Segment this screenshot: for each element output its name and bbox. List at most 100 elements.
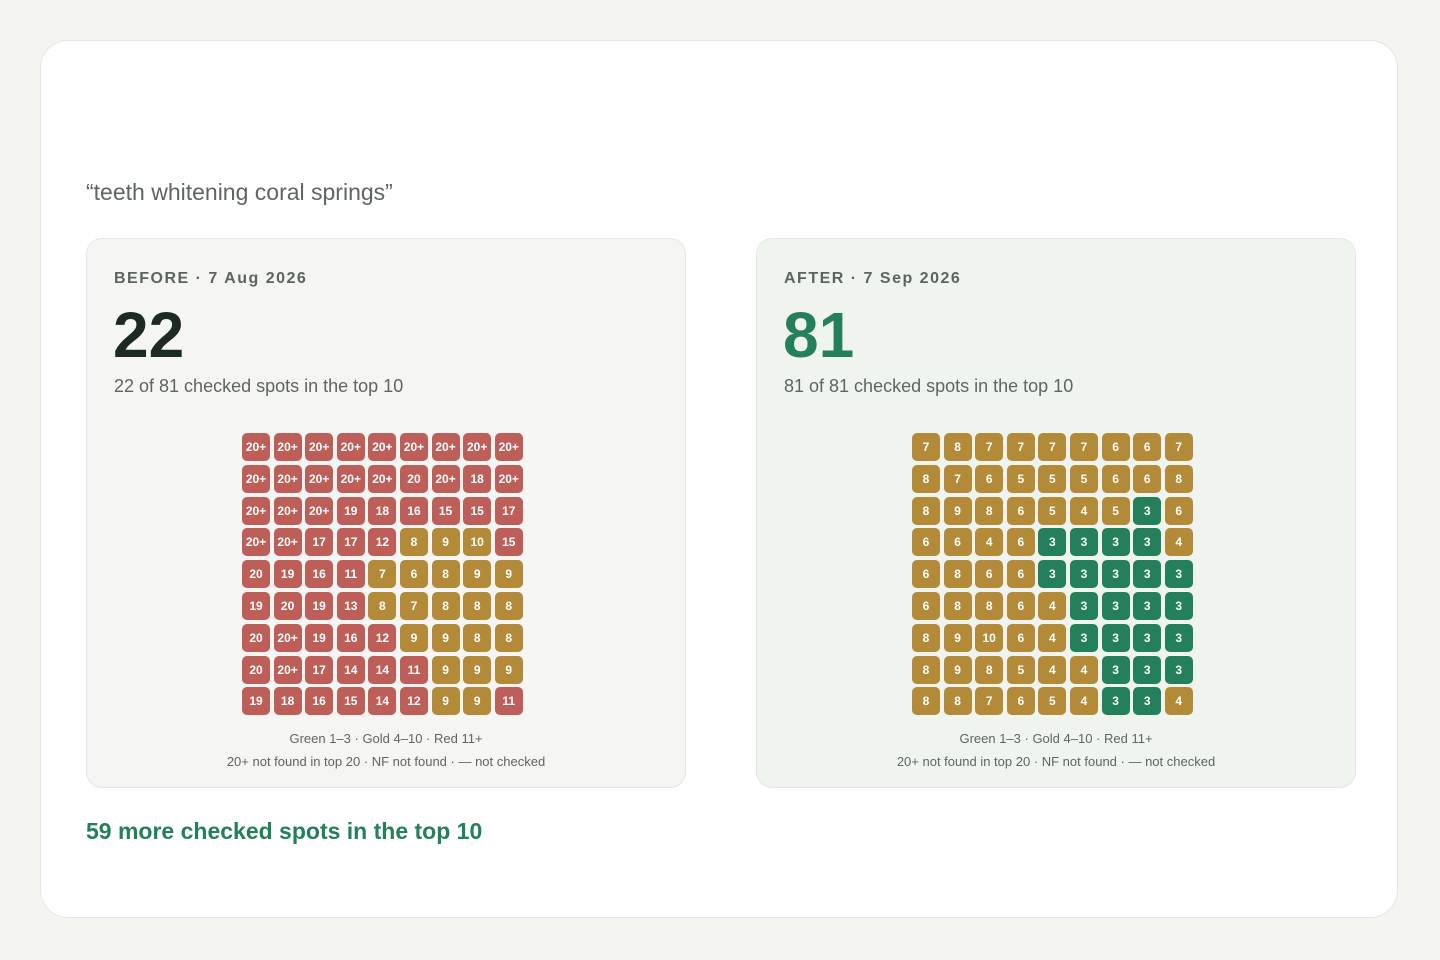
rank-cell: 6 [912, 591, 940, 620]
rank-cell: 20 [273, 591, 302, 620]
after-legend-codes: 20+ not found in top 20 · NF not found ·… [896, 754, 1216, 769]
rank-cell: 3 [1069, 560, 1098, 589]
rank-cell: 16 [305, 687, 334, 716]
rank-cell: 20+ [336, 433, 365, 461]
rank-cell: 9 [431, 655, 460, 684]
rank-cell: 16 [336, 623, 365, 652]
rank-cell: 6 [1101, 433, 1130, 461]
rank-cell: 17 [305, 655, 334, 684]
rank-cell: 19 [336, 496, 365, 525]
rank-cell: 7 [1164, 433, 1193, 461]
rank-cell: 7 [975, 687, 1004, 716]
rank-cell: 4 [1069, 655, 1098, 684]
rank-cell: 20+ [399, 433, 428, 461]
rank-cell: 12 [368, 528, 397, 557]
rank-cell: 5 [1038, 496, 1067, 525]
rank-cell: 20+ [463, 433, 492, 461]
rank-cell: 7 [912, 433, 940, 461]
rank-cell: 20+ [494, 464, 523, 493]
rank-cell: 7 [1038, 433, 1067, 461]
rank-cell: 20+ [305, 496, 334, 525]
rank-cell: 4 [1069, 687, 1098, 716]
rank-cell: 8 [1164, 464, 1193, 493]
rank-cell: 20 [242, 623, 270, 652]
rank-cell: 8 [912, 496, 940, 525]
rank-cell: 15 [336, 687, 365, 716]
rank-cell: 9 [494, 560, 523, 589]
rank-cell: 7 [975, 433, 1004, 461]
rank-cell: 20+ [273, 433, 302, 461]
rank-cell: 5 [1069, 464, 1098, 493]
rank-cell: 4 [975, 528, 1004, 557]
rank-cell: 4 [1038, 591, 1067, 620]
rank-cell: 8 [463, 591, 492, 620]
before-label: BEFORE · 7 Aug 2026 [114, 270, 308, 287]
rank-cell: 20+ [305, 464, 334, 493]
rank-cell: 4 [1069, 496, 1098, 525]
rank-cell: 9 [431, 528, 460, 557]
before-legend-codes: 20+ not found in top 20 · NF not found ·… [226, 754, 546, 769]
rank-cell: 20+ [273, 623, 302, 652]
rank-cell: 5 [1038, 464, 1067, 493]
rank-cell: 19 [273, 560, 302, 589]
rank-cell: 8 [943, 687, 972, 716]
rank-cell: 5 [1006, 464, 1035, 493]
rank-cell: 11 [399, 655, 428, 684]
rank-cell: 6 [1164, 496, 1193, 525]
rank-cell: 9 [463, 655, 492, 684]
rank-cell: 8 [912, 623, 940, 652]
after-count: 81 [783, 299, 855, 371]
improvement-note: 59 more checked spots in the top 10 [86, 818, 483, 844]
rank-cell: 20 [242, 560, 270, 589]
rank-cell: 6 [1006, 496, 1035, 525]
rank-cell: 20+ [494, 433, 523, 461]
rank-cell: 20+ [431, 464, 460, 493]
rank-cell: 9 [463, 687, 492, 716]
before-legend-colors: Green 1–3 · Gold 4–10 · Red 11+ [289, 731, 483, 746]
rank-cell: 12 [399, 687, 428, 716]
rank-cell: 20+ [273, 655, 302, 684]
rank-cell: 14 [336, 655, 365, 684]
rank-cell: 3 [1133, 496, 1162, 525]
rank-cell: 19 [242, 591, 270, 620]
rank-cell: 11 [494, 687, 523, 716]
rank-cell: 19 [305, 591, 334, 620]
rank-cell: 4 [1038, 655, 1067, 684]
rank-cell: 3 [1164, 623, 1193, 652]
report-card: “teeth whitening coral springs” BEFORE ·… [40, 40, 1398, 918]
before-panel: BEFORE · 7 Aug 2026 22 22 of 81 checked … [86, 238, 686, 788]
rank-cell: 20+ [242, 464, 270, 493]
rank-cell: 8 [368, 591, 397, 620]
rank-cell: 20+ [273, 496, 302, 525]
rank-cell: 6 [399, 560, 428, 589]
rank-cell: 7 [399, 591, 428, 620]
rank-cell: 15 [431, 496, 460, 525]
rank-cell: 16 [305, 560, 334, 589]
rank-cell: 9 [431, 687, 460, 716]
rank-cell: 10 [463, 528, 492, 557]
rank-cell: 7 [1069, 433, 1098, 461]
rank-cell: 8 [399, 528, 428, 557]
rank-cell: 9 [463, 560, 492, 589]
rank-cell: 8 [431, 591, 460, 620]
rank-cell: 15 [494, 528, 523, 557]
rank-cell: 18 [273, 687, 302, 716]
after-summary: 81 of 81 checked spots in the top 10 [784, 376, 1074, 396]
rank-cell: 20+ [431, 433, 460, 461]
rank-cell: 20+ [242, 528, 270, 557]
rank-cell: 20+ [368, 464, 397, 493]
rank-cell: 3 [1069, 623, 1098, 652]
rank-cell: 3 [1133, 687, 1162, 716]
rank-cell: 9 [431, 623, 460, 652]
rank-cell: 4 [1164, 687, 1193, 716]
rank-cell: 19 [305, 623, 334, 652]
before-count: 22 [113, 299, 185, 371]
rank-cell: 8 [494, 591, 523, 620]
rank-cell: 20+ [368, 433, 397, 461]
rank-cell: 8 [463, 623, 492, 652]
rank-cell: 8 [912, 655, 940, 684]
rank-cell: 3 [1038, 560, 1067, 589]
rank-cell: 9 [943, 623, 972, 652]
rank-cell: 3 [1101, 560, 1130, 589]
rank-cell: 18 [368, 496, 397, 525]
